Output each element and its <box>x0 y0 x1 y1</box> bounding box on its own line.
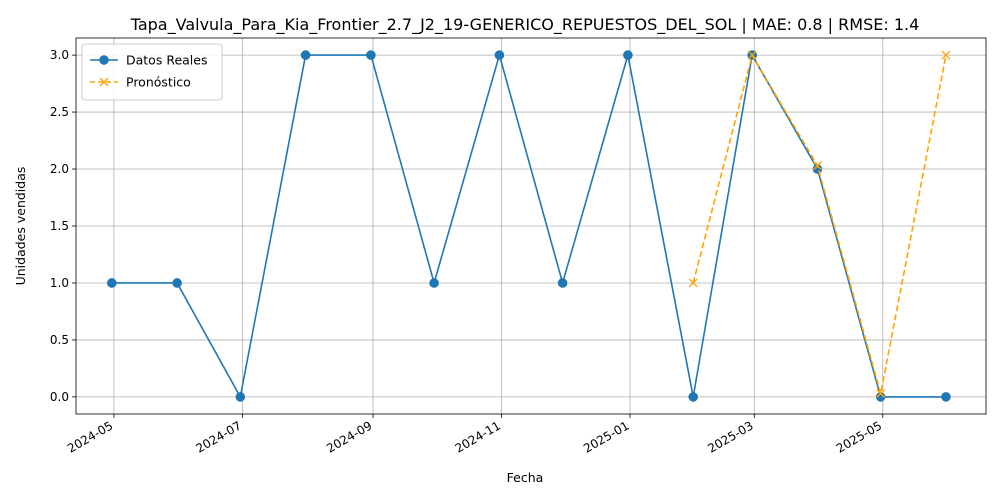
data-point <box>494 50 505 60</box>
data-point <box>747 50 757 60</box>
data-point <box>557 278 568 288</box>
series-1 <box>107 50 951 402</box>
series-line <box>111 52 946 400</box>
legend: Datos Reales Pronóstico <box>81 43 223 101</box>
series-2 <box>688 50 951 398</box>
x-tick-label: 2024-11 <box>453 418 503 455</box>
data-point <box>172 278 182 288</box>
y-tick-label: 1.0 <box>50 276 69 290</box>
data-point <box>623 50 633 60</box>
data-point <box>107 278 117 288</box>
grid <box>76 38 986 414</box>
legend-label: Datos Reales <box>126 53 207 68</box>
legend-marker <box>99 55 109 65</box>
data-point <box>688 278 698 288</box>
y-tick-label: 2.0 <box>50 162 69 176</box>
y-tick-label: 1.5 <box>50 219 69 233</box>
x-tick-label: 2025-03 <box>705 418 755 455</box>
data-point <box>429 278 439 288</box>
x-axis-label: Fecha <box>507 470 544 485</box>
data-point <box>941 50 951 60</box>
data-point <box>813 161 822 171</box>
legend-box <box>81 43 223 101</box>
x-tick-label: 2025-05 <box>834 418 884 455</box>
y-tick-label: 0.5 <box>50 333 69 347</box>
data-point <box>876 389 886 398</box>
y-axis-label: Unidades vendidas <box>13 167 28 286</box>
legend-item: Pronóstico <box>90 75 191 90</box>
x-tick-label: 2024-07 <box>193 418 243 455</box>
chart-title: Tapa_Valvula_Para_Kia_Frontier_2.7_J2_19… <box>130 15 920 35</box>
x-tick-label: 2024-09 <box>324 418 374 455</box>
x-tick-label: 2025-01 <box>581 418 631 455</box>
legend-label: Pronóstico <box>126 75 191 90</box>
axis-ticks: 2024-05 2024-07 2024-09 2024-11 2025-01 2025-… <box>50 48 884 456</box>
y-tick-label: 3.0 <box>50 48 69 62</box>
y-tick-label: 2.5 <box>50 105 69 119</box>
data-point <box>366 50 376 60</box>
data-point <box>941 392 951 402</box>
legend-item: Datos Reales <box>90 53 207 68</box>
data-point <box>235 392 246 402</box>
x-tick-label: 2024-05 <box>65 418 115 455</box>
y-tick-label: 0.0 <box>50 390 69 404</box>
data-point <box>688 392 698 402</box>
data-point <box>300 50 311 60</box>
legend-marker <box>99 77 109 87</box>
series-line <box>692 53 947 394</box>
plot-area <box>107 50 951 402</box>
